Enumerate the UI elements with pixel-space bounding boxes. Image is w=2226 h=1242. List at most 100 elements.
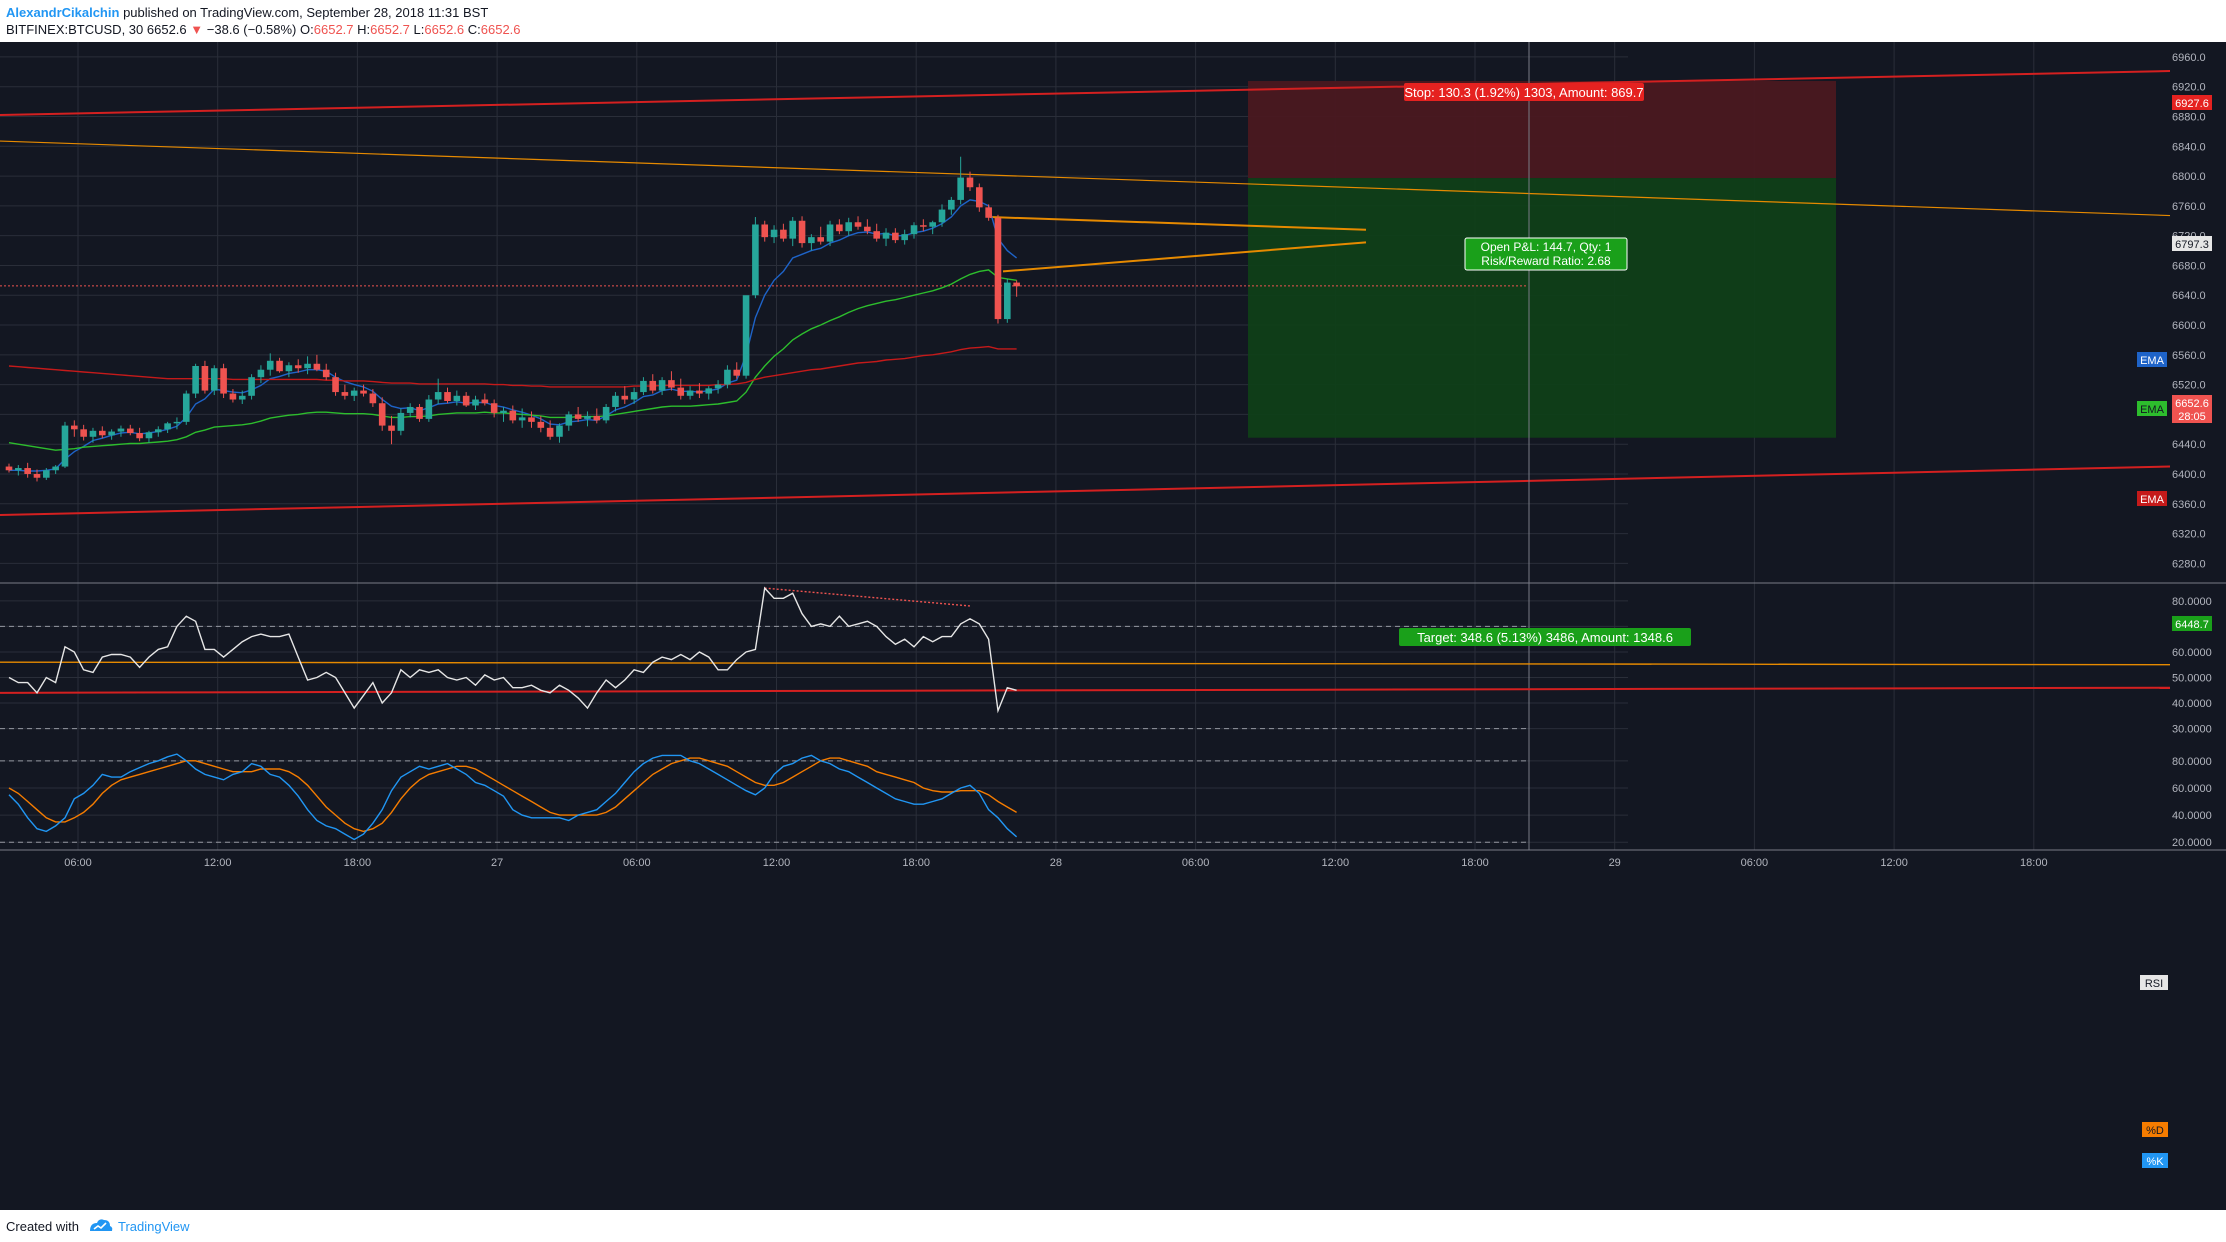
take-profit-zone[interactable] <box>1248 178 1836 438</box>
time-tick-label: 12:00 <box>763 857 791 869</box>
stoch-k-label: %K <box>2146 1156 2164 1168</box>
rsi-label: RSI <box>2145 978 2163 990</box>
candle-body <box>192 366 199 394</box>
candle-body <box>780 229 787 239</box>
high-value: 6652.7 <box>370 22 410 37</box>
time-tick-label: 18:00 <box>1461 857 1489 869</box>
candle-body <box>182 393 190 422</box>
candle-body <box>304 363 311 369</box>
candle-body <box>416 406 423 419</box>
price-tick-label: 6600.0 <box>2172 320 2206 332</box>
tradingview-logo-icon[interactable] <box>88 1217 114 1235</box>
candle-body <box>117 428 125 432</box>
candle-body <box>453 395 461 402</box>
open-label: O: <box>300 22 314 37</box>
price-tags: 6927.6 6797.3 6448.7 6652.6 28:05 EMA EM… <box>2137 95 2212 1168</box>
rsi-tick-label: 40.0000 <box>2172 698 2212 710</box>
time-tick-label: 12:00 <box>204 857 232 869</box>
candle-body <box>145 432 153 439</box>
candle-body <box>612 395 619 407</box>
candle-body <box>285 365 293 372</box>
candle-body <box>5 466 13 471</box>
stoch-d-label: %D <box>2146 1125 2164 1137</box>
candle-body <box>108 431 115 436</box>
time-axis[interactable]: 06:00 12:00 18:00 27 06:00 12:00 18:00 28 06:00 1… <box>64 857 2047 869</box>
candle-body <box>742 295 750 376</box>
rsi-tick-label: 50.0000 <box>2172 672 2212 684</box>
last-price-tag <box>2172 395 2212 423</box>
price-tick-label: 6960.0 <box>2172 52 2206 64</box>
candle-body <box>462 395 470 406</box>
pane-separators <box>0 42 2226 851</box>
candle-body <box>248 377 255 396</box>
candle-body <box>294 365 302 369</box>
triangle-lower-line <box>1002 241 1367 273</box>
candle-body <box>798 220 806 244</box>
candle-body <box>1013 282 1020 287</box>
pnl-label-box: Open P&L: 144.7, Qty: 1 Risk/Reward Rati… <box>1464 237 1628 271</box>
candle-body <box>500 410 507 413</box>
price-tick-label: 6880.0 <box>2172 111 2206 123</box>
price-tick-label: 6280.0 <box>2172 558 2206 570</box>
ema-green-tag <box>2137 401 2167 416</box>
author-link[interactable]: AlexandrCikalchin <box>6 5 120 20</box>
candle-body <box>593 415 601 421</box>
candle-body <box>994 217 1002 320</box>
candle-body <box>929 222 936 227</box>
candle-body <box>686 390 694 396</box>
target-price-text: 6448.7 <box>2175 619 2209 631</box>
candle-body <box>901 234 908 241</box>
chart-canvas[interactable]: 6960.06920.06880.06840.06800.06760.06720… <box>0 42 2226 1210</box>
entry-price-tag <box>2172 236 2212 251</box>
time-tick-label: 06:00 <box>1182 857 1210 869</box>
entry-price-text: 6797.3 <box>2175 239 2209 251</box>
candle-body <box>434 392 442 400</box>
stoch-d-tag <box>2142 1122 2168 1137</box>
high-label: H: <box>357 22 371 37</box>
candle-body <box>966 177 974 188</box>
candle-body <box>397 412 405 431</box>
candle-body <box>556 425 563 437</box>
price-change: −38.6 (−0.58%) <box>206 22 297 37</box>
candle-body <box>761 224 769 238</box>
candle-body <box>332 377 339 393</box>
candle-body <box>154 429 162 433</box>
candle-body <box>173 421 181 424</box>
candle-body <box>369 393 377 404</box>
candle-body <box>257 369 265 378</box>
candle-body <box>714 384 722 389</box>
candle-body <box>99 430 106 436</box>
candle-body <box>61 425 69 467</box>
candle-body <box>668 380 675 388</box>
price-tick-label: 6360.0 <box>2172 499 2206 511</box>
time-tick-label: 27 <box>491 857 503 869</box>
candle-body <box>378 403 386 426</box>
ohlc-line: BITFINEX:BTCUSD, 30 6652.6 ▼ −38.6 (−0.5… <box>6 22 521 37</box>
price-axis[interactable]: 6960.06920.06880.06840.06800.06760.06720… <box>2172 52 2212 849</box>
low-label: L: <box>413 22 425 37</box>
candle-body <box>518 417 526 421</box>
candle-body <box>164 423 171 430</box>
candle-body <box>341 392 349 396</box>
candle-body <box>350 390 358 396</box>
rsi-pane <box>0 586 2171 730</box>
symbol-interval: BITFINEX:BTCUSD, 30 <box>6 22 144 37</box>
candle-body <box>490 403 498 413</box>
candle-body <box>658 380 666 391</box>
time-tick-label: 06:00 <box>623 857 651 869</box>
candle-body <box>537 421 545 428</box>
trend-lines <box>0 70 2171 516</box>
price-tick-label: 6320.0 <box>2172 529 2206 541</box>
down-arrow-icon: ▼ <box>190 22 204 37</box>
tradingview-link[interactable]: TradingView <box>118 1219 190 1234</box>
stoch-tick-label: 20.0000 <box>2172 837 2212 849</box>
candle-body <box>957 177 964 200</box>
candle-body <box>229 393 237 400</box>
candle-body <box>201 366 209 391</box>
stoch-tick-label: 40.0000 <box>2172 810 2212 822</box>
candle-body <box>406 406 414 413</box>
time-tick-label: 06:00 <box>64 857 92 869</box>
chart-footer: Created with TradingView <box>0 1210 2226 1242</box>
last-price-text: 6652.6 <box>146 22 187 37</box>
open-value: 6652.7 <box>313 22 354 37</box>
